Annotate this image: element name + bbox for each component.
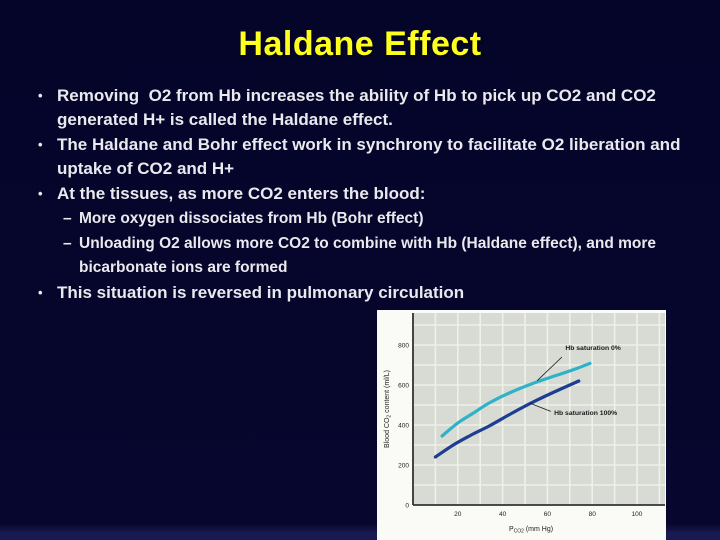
bullet-text: Unloading O2 allows more CO2 to combine … (79, 235, 661, 276)
dash-marker: – (63, 235, 72, 252)
svg-text:100: 100 (632, 511, 643, 518)
svg-text:800: 800 (398, 342, 409, 349)
svg-text:60: 60 (544, 511, 552, 518)
bullet-text: More oxygen dissociates from Hb (Bohr ef… (79, 210, 424, 227)
svg-text:40: 40 (499, 511, 507, 518)
bullet-item: • Removing O2 from Hb increases the abil… (38, 84, 690, 132)
bullet-marker: • (38, 285, 43, 300)
bullet-text: This situation is reversed in pulmonary … (57, 283, 465, 302)
bullet-list: • Removing O2 from Hb increases the abil… (38, 84, 690, 306)
sub-bullet-item: – Unloading O2 allows more CO2 to combin… (38, 232, 690, 280)
bullet-item: • At the tissues, as more CO2 enters the… (38, 182, 690, 206)
svg-text:600: 600 (398, 382, 409, 389)
bullet-marker: • (38, 137, 43, 152)
slide-title: Haldane Effect (238, 25, 482, 63)
svg-text:Hb saturation 100%: Hb saturation 100% (554, 410, 617, 417)
svg-text:Hb saturation 0%: Hb saturation 0% (565, 345, 621, 352)
co2-dissociation-chart: 20 40 60 80 100 0 200 400 600 800 PCO2 (mm Hg) Bloo… (384, 313, 665, 535)
bullet-text: At the tissues, as more CO2 enters the b… (57, 184, 426, 203)
svg-text:Blood CO2 content (ml/L): Blood CO2 content (ml/L) (384, 370, 393, 448)
bullet-item: • The Haldane and Bohr effect work in sy… (38, 133, 690, 181)
bullet-item: • This situation is reversed in pulmonar… (38, 281, 690, 305)
bullet-marker: • (38, 186, 43, 201)
bullet-marker: • (38, 88, 43, 103)
svg-text:200: 200 (398, 462, 409, 469)
svg-text:400: 400 (398, 422, 409, 429)
svg-text:20: 20 (454, 511, 462, 518)
svg-text:0: 0 (405, 502, 409, 509)
sub-bullet-item: – More oxygen dissociates from Hb (Bohr … (38, 207, 690, 231)
bullet-text: Removing O2 from Hb increases the abilit… (57, 86, 661, 129)
svg-text:80: 80 (589, 511, 597, 518)
svg-text:PCO2 (mm Hg): PCO2 (mm Hg) (509, 526, 553, 535)
dash-marker: – (63, 210, 72, 227)
bullet-text: The Haldane and Bohr effect work in sync… (57, 135, 686, 178)
co2-dissociation-chart-figure: 20 40 60 80 100 0 200 400 600 800 PCO2 (mm Hg) Bloo… (377, 310, 666, 540)
